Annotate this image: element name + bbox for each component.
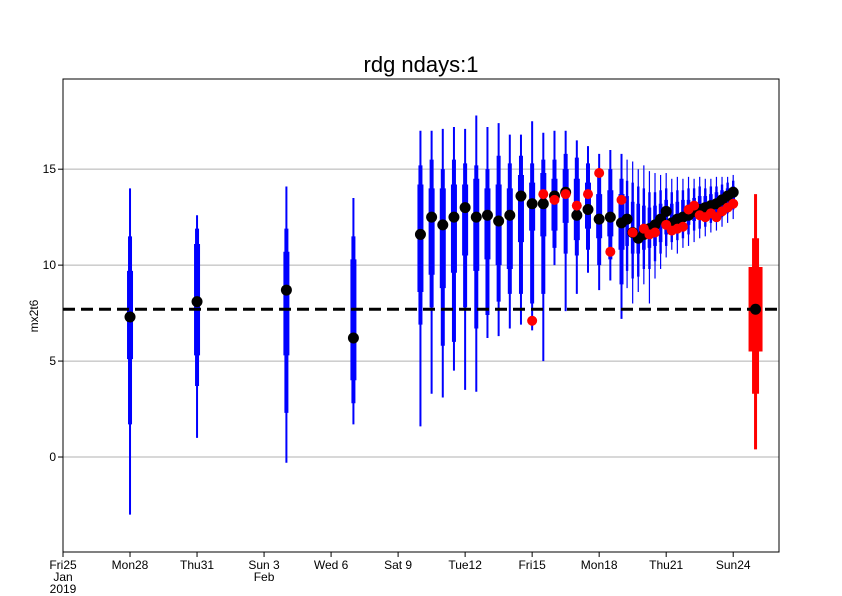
x-tick-label: Sat 9 (384, 558, 412, 572)
observation-dot (549, 194, 560, 205)
mean-dot (437, 219, 449, 231)
mean-dot (504, 209, 516, 221)
x-tick-label: Tue12 (448, 558, 482, 572)
mean-dot (515, 190, 527, 202)
observation-dot (689, 200, 700, 211)
x-tick-label: Thu21 (649, 558, 683, 572)
mean-dot (459, 202, 471, 214)
observation-dot (650, 227, 661, 238)
mean-dot (347, 332, 359, 344)
mean-dot (124, 311, 136, 323)
observation-dot (560, 189, 571, 200)
mean-dot (571, 209, 583, 221)
y-tick-label: 10 (43, 258, 57, 272)
observation-dot (677, 221, 688, 232)
mean-dot (448, 211, 460, 223)
y-tick-label: 15 (43, 162, 57, 176)
x-tick-label: Fri15 (518, 558, 546, 572)
mean-dot (470, 211, 482, 223)
observation-dot (571, 200, 582, 211)
observation-dot (582, 189, 593, 200)
observation-dot (728, 198, 739, 209)
observation-dot (605, 246, 616, 257)
y-tick-label: 0 (49, 450, 56, 464)
year-label: 2019 (50, 582, 77, 596)
mean-dot (280, 284, 292, 296)
mean-dot (481, 209, 493, 221)
mean-dot (750, 303, 762, 315)
mean-dot (493, 215, 505, 227)
mean-dot (660, 205, 672, 217)
mean-dot (593, 213, 605, 225)
x-tick-label: Fri25 (49, 558, 77, 572)
mean-dot (621, 213, 633, 225)
plot-frame (62, 78, 780, 553)
mean-dot (582, 203, 594, 215)
y-tick-label: 5 (49, 354, 56, 368)
month-label: Jan (53, 570, 72, 584)
mean-dot (537, 198, 549, 210)
mean-dot (426, 211, 438, 223)
mean-dot (526, 198, 538, 210)
x-tick-label: Sun 3 (248, 558, 280, 572)
month-label: Feb (254, 570, 275, 584)
observation-dot (594, 168, 605, 179)
x-tick-label: Wed 6 (314, 558, 349, 572)
mean-dot (604, 211, 616, 223)
chart-title: rdg ndays:1 (364, 52, 479, 77)
x-tick-label: Mon18 (581, 558, 618, 572)
mean-dot (727, 186, 739, 198)
observation-dot (627, 227, 638, 238)
x-tick-label: Sun24 (716, 558, 751, 572)
mean-dot (191, 296, 203, 308)
y-axis-label: mx2t6 (27, 299, 41, 332)
x-tick-label: Thu31 (180, 558, 214, 572)
x-tick-label: Mon28 (112, 558, 149, 572)
mean-dot (414, 228, 426, 240)
observation-dot (527, 315, 538, 326)
observation-dot (616, 194, 627, 205)
observation-dot (538, 189, 549, 200)
